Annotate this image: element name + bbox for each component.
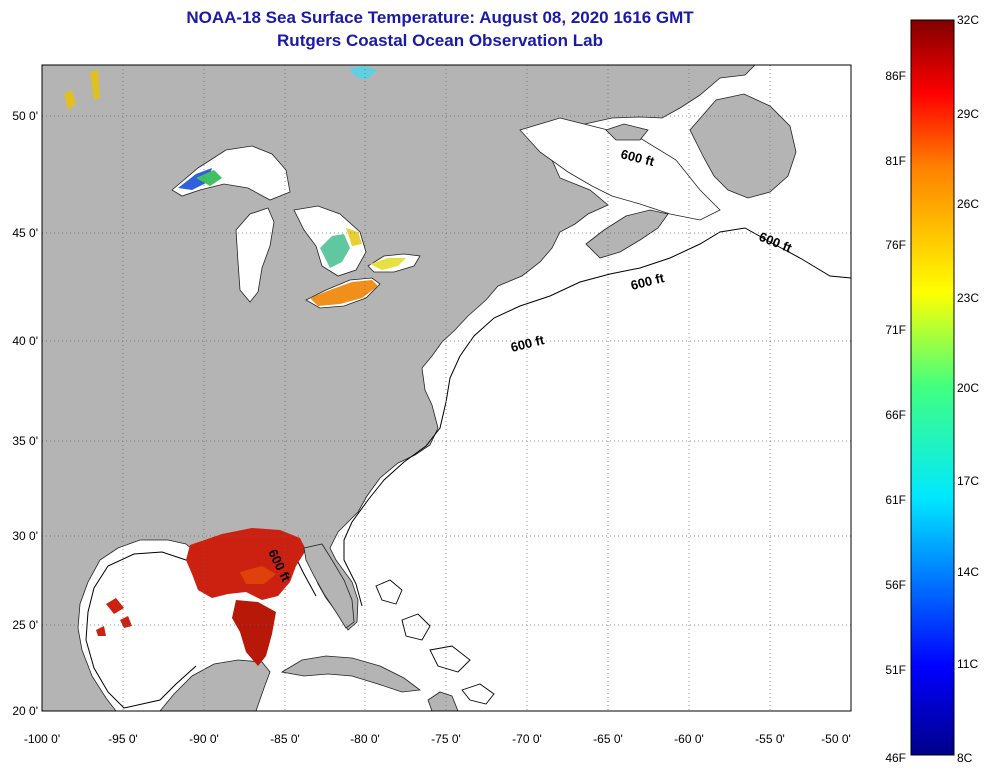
cb-label-32c: 32C <box>957 13 979 27</box>
cb-label-26c: 26C <box>957 197 979 211</box>
lat-label-25: 25 0' <box>12 618 38 632</box>
lat-label-50: 50 0' <box>12 109 38 123</box>
lat-label-45: 45 0' <box>12 226 38 240</box>
map-subtitle: Rutgers Coastal Ocean Observation Lab <box>277 31 603 50</box>
land-nova-scotia <box>585 209 669 259</box>
cb-label-14c: 14C <box>957 565 979 579</box>
colorbar <box>910 19 955 756</box>
lon-label-60: -60 0' <box>674 732 704 746</box>
colorbar-fahrenheit-labels: 86F 81F 76F 71F 66F 61F 56F 51F 46F <box>885 69 906 765</box>
land-newfoundland <box>689 93 797 199</box>
cb-label-71f: 71F <box>885 323 906 337</box>
sst-great-lakes <box>178 168 406 306</box>
cb-label-86f: 86F <box>885 69 906 83</box>
contour-600ft-atlantic <box>459 227 851 357</box>
cb-label-17c: 17C <box>957 474 979 488</box>
cb-label-61f: 61F <box>885 493 906 507</box>
lat-label-20: 20 0' <box>12 704 38 718</box>
lon-label-50: -50 0' <box>821 732 851 746</box>
lat-label-35: 35 0' <box>12 434 38 448</box>
sst-gulf-of-mexico <box>96 528 306 666</box>
cb-label-56f: 56F <box>885 578 906 592</box>
cb-label-8c: 8C <box>957 751 973 765</box>
land-hispaniola <box>427 691 459 711</box>
cb-label-29c: 29C <box>957 107 979 121</box>
cb-label-51f: 51F <box>885 663 906 677</box>
land-cuba <box>280 655 422 693</box>
contour-600ft-bahamas <box>375 579 495 705</box>
lon-label-80: -80 0' <box>350 732 380 746</box>
lake-michigan <box>235 207 275 303</box>
lon-label-75: -75 0' <box>431 732 461 746</box>
cb-label-81f: 81F <box>885 154 906 168</box>
lon-label-70: -70 0' <box>512 732 542 746</box>
lon-label-85: -85 0' <box>270 732 300 746</box>
lon-label-55: -55 0' <box>755 732 785 746</box>
lon-label-100: -100 0' <box>24 732 60 746</box>
latitude-axis: 50 0' 45 0' 40 0' 35 0' 30 0' 25 0' 20 0… <box>12 109 38 718</box>
cb-label-23c: 23C <box>957 291 979 305</box>
land-yucatan <box>159 659 271 711</box>
cb-label-76f: 76F <box>885 238 906 252</box>
land-north-america <box>42 65 756 711</box>
map-title: NOAA-18 Sea Surface Temperature: August … <box>186 8 694 27</box>
colorbar-celsius-labels: 32C 29C 26C 23C 20C 17C 14C 11C 8C <box>957 13 979 765</box>
lon-label-90: -90 0' <box>189 732 219 746</box>
longitude-axis: -100 0' -95 0' -90 0' -85 0' -80 0' -75 … <box>24 732 851 746</box>
lon-label-65: -65 0' <box>593 732 623 746</box>
cb-label-66f: 66F <box>885 408 906 422</box>
lat-label-30: 30 0' <box>12 529 38 543</box>
cb-label-46f: 46F <box>885 751 906 765</box>
sst-hudson-bay-edge <box>350 66 378 80</box>
sst-northwest-lakes <box>64 70 100 110</box>
lon-label-95: -95 0' <box>108 732 138 746</box>
cb-label-20c: 20C <box>957 381 979 395</box>
graticule <box>42 65 851 711</box>
land-anticosti <box>605 123 649 141</box>
lake-superior <box>171 145 291 201</box>
lat-label-40: 40 0' <box>12 334 38 348</box>
cb-label-11c: 11C <box>957 657 978 671</box>
map-frame <box>41 64 852 712</box>
